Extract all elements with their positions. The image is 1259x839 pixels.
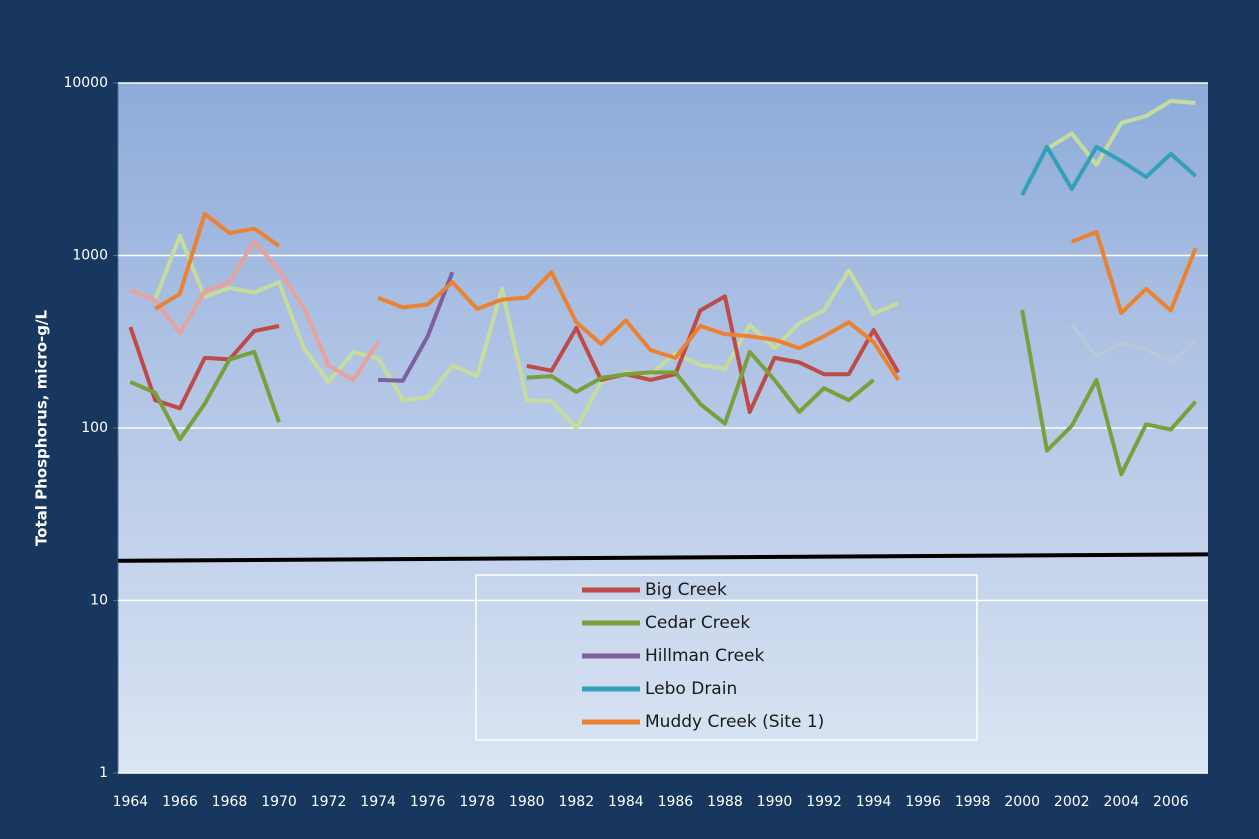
x-tick-label: 1970 (261, 794, 297, 810)
x-tick-label: 1978 (459, 794, 495, 810)
x-tick-label: 1998 (955, 794, 991, 810)
x-tick-label: 2004 (1103, 794, 1139, 810)
legend-label: Muddy Creek (Site 1) (645, 712, 824, 732)
x-tick-label: 1982 (558, 794, 594, 810)
y-tick-label: 1000 (72, 248, 108, 264)
x-tick-label: 1990 (757, 794, 793, 810)
series-line (129, 239, 380, 382)
x-tick-label: 1988 (707, 794, 743, 810)
legend (475, 574, 978, 741)
series-line (1070, 323, 1197, 365)
series-line (129, 309, 1198, 477)
series-line (154, 212, 1198, 381)
x-tick-label: 1968 (212, 794, 248, 810)
x-tick-label: 2002 (1054, 794, 1090, 810)
y-tick-label: 100 (81, 420, 108, 436)
y-tick-label: 1 (99, 765, 108, 781)
x-tick-label: 1992 (806, 794, 842, 810)
x-tick-label: 1976 (410, 794, 446, 810)
series-line (128, 294, 901, 414)
y-tick-label: 10 (90, 593, 108, 609)
series-line (378, 271, 455, 383)
x-tick-label: 1980 (509, 794, 545, 810)
y-axis-title: Total Phosphorus, micro-g/L (33, 310, 51, 547)
trend-line (117, 552, 1209, 563)
x-tick-label: 1974 (360, 794, 396, 810)
x-tick-label: 2006 (1153, 794, 1189, 810)
x-tick-label: 1964 (113, 794, 149, 810)
x-tick-label: 1986 (658, 794, 694, 810)
x-tick-label: 1984 (608, 794, 644, 810)
series-line (1020, 144, 1197, 197)
x-tick-label: 2000 (1004, 794, 1040, 810)
legend-label: Lebo Drain (645, 679, 737, 699)
x-tick-label: 1972 (311, 794, 347, 810)
legend-label: Cedar Creek (645, 613, 750, 633)
x-tick-label: 1966 (162, 794, 198, 810)
legend-label: Big Creek (645, 580, 727, 600)
legend-label: Hillman Creek (645, 646, 765, 666)
x-tick-label: 1996 (905, 794, 941, 810)
y-tick-label: 10000 (63, 75, 108, 91)
series-line (153, 99, 1196, 430)
x-tick-label: 1994 (856, 794, 892, 810)
